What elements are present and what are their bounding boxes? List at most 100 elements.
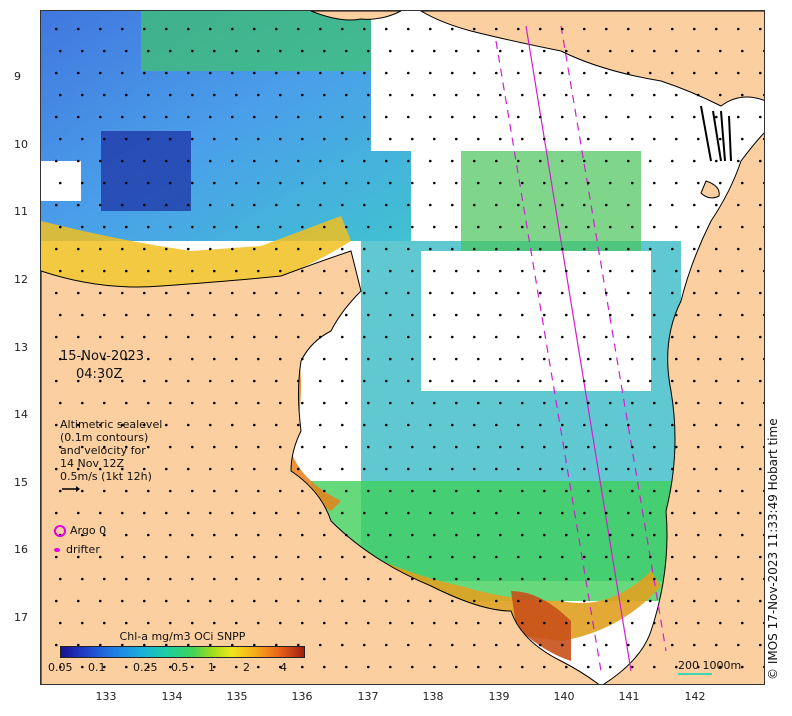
velocity-vector [142,203,146,207]
velocity-vector [208,247,212,251]
no-data-area [41,161,81,201]
velocity-vector [322,225,326,229]
velocity-vector [98,511,102,515]
velocity-vector [564,181,568,185]
velocity-vector [76,423,80,427]
velocity-vector [362,511,366,515]
velocity-vector [120,423,124,427]
velocity-vector [340,555,344,559]
velocity-vector [142,115,146,119]
velocity-vector [564,445,568,449]
velocity-vector [278,533,282,537]
velocity-vector [736,27,740,31]
velocity-vector [758,291,762,295]
velocity-vector [76,247,80,251]
velocity-vector [560,511,564,515]
velocity-vector [758,555,762,559]
velocity-vector [384,379,388,383]
lon-tick-138: 138 [422,690,444,703]
velocity-vector [586,665,590,669]
velocity-vector [564,533,568,537]
velocity-vector [340,423,344,427]
velocity-vector [652,665,656,669]
velocity-vector [212,577,216,581]
velocity-vector [54,599,58,603]
velocity-vector [696,269,700,273]
velocity-vector [164,115,168,119]
colorbar-tick: 1 [208,661,215,674]
velocity-vector [542,269,546,273]
satellite-track [560,25,667,652]
velocity-vector [472,247,476,251]
velocity-vector [164,335,168,339]
velocity-vector [714,247,718,251]
velocity-vector [454,533,458,537]
velocity-vector [428,247,432,251]
velocity-vector [274,291,278,295]
velocity-vector [80,665,84,669]
velocity-vector [186,115,190,119]
velocity-vector [256,269,260,273]
velocity-vector [256,489,260,493]
velocity-vector [564,225,568,229]
velocity-vector [538,159,542,163]
velocity-vector [142,467,146,471]
velocity-vector [318,599,322,603]
velocity-vector [208,511,212,515]
land-mass-top [420,11,764,107]
velocity-vector [696,49,700,53]
velocity-vector [208,467,212,471]
velocity-vector [186,423,190,427]
velocity-vector [494,467,498,471]
velocity-vector [428,159,432,163]
velocity-vector [76,71,80,75]
velocity-vector [718,621,722,625]
velocity-vector [542,313,546,317]
velocity-vector [648,511,652,515]
velocity-vector [142,335,146,339]
velocity-vector [762,577,764,581]
velocity-vector [674,445,678,449]
velocity-vector [604,423,608,427]
velocity-vector [98,27,102,31]
velocity-vector [124,577,128,581]
velocity-vector [714,115,718,119]
velocity-vector [344,269,348,273]
velocity-vector [428,71,432,75]
coastal-chl-south [311,531,661,641]
velocity-vector [630,313,634,317]
velocity-vector [692,159,696,163]
velocity-vector [252,467,256,471]
lon-tick-142: 142 [684,690,706,703]
velocity-vector [718,445,722,449]
velocity-vector [608,269,612,273]
velocity-vector [366,269,370,273]
velocity-vector [582,379,586,383]
velocity-vector [736,599,740,603]
velocity-vector [586,225,590,229]
velocity-vector [718,269,722,273]
velocity-vector [740,225,744,229]
velocity-vector [494,423,498,427]
velocity-vector [322,181,326,185]
map-panel[interactable] [40,10,765,685]
velocity-vector [146,313,150,317]
velocity-vector [340,291,344,295]
velocity-vector [758,599,762,603]
velocity-vector [366,665,370,669]
velocity-vector [340,203,344,207]
velocity-vector [564,269,568,273]
velocity-vector [212,489,216,493]
velocity-vector [476,401,480,405]
velocity-vector [208,115,212,119]
velocity-vector [146,137,150,141]
velocity-vector [608,357,612,361]
velocity-vector [76,379,80,383]
velocity-vector [542,401,546,405]
velocity-vector [626,555,630,559]
velocity-vector [278,269,282,273]
velocity-vector [278,665,282,669]
lat-tick-12: 12 [14,273,28,286]
velocity-vector [186,335,190,339]
velocity-vector [120,555,124,559]
